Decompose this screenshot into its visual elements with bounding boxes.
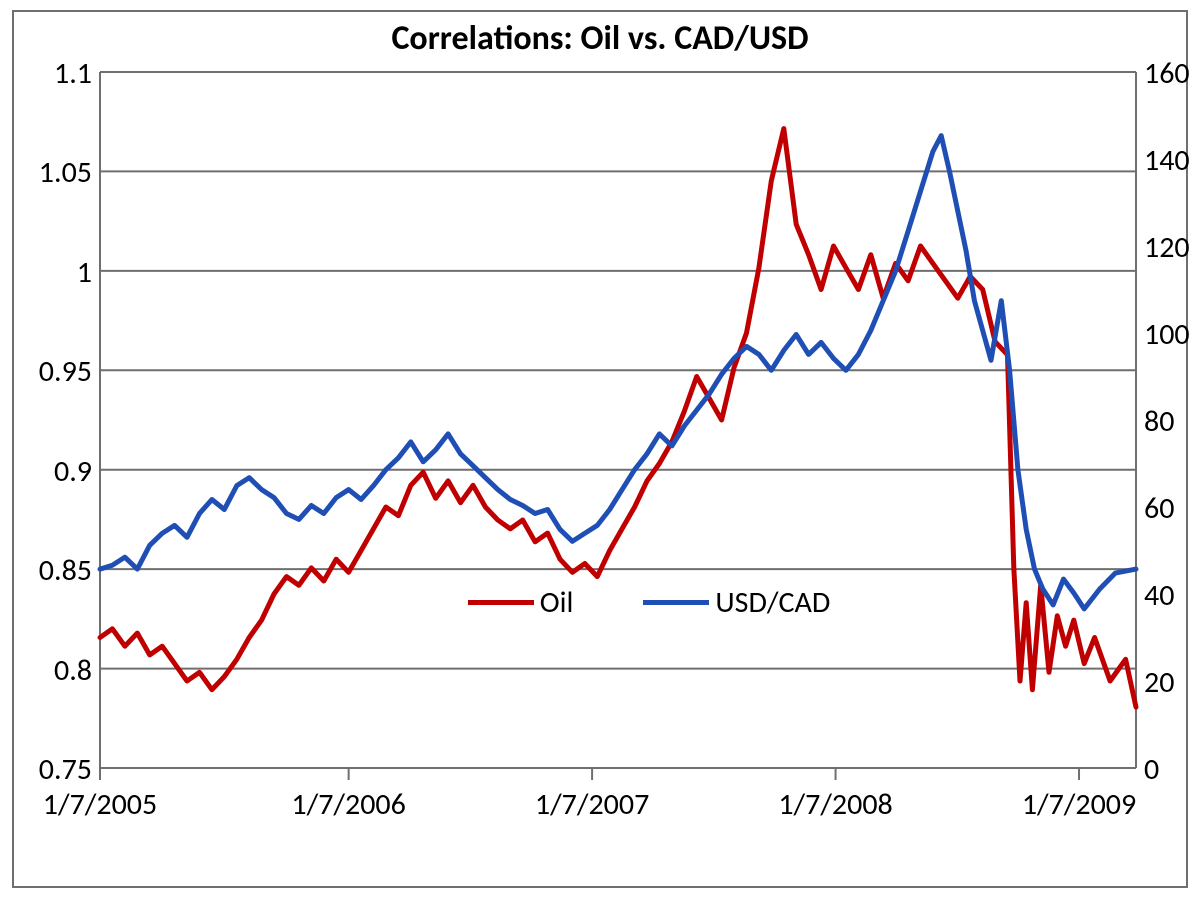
y-right-tick-label: 20	[1144, 664, 1174, 701]
y-left-tick-label: 1	[77, 254, 92, 291]
x-tick-label: 1/7/2006	[269, 786, 429, 823]
y-left-tick-label: 1.1	[54, 55, 92, 92]
y-right-tick-label: 160	[1144, 55, 1190, 92]
x-tick-label: 1/7/2009	[999, 786, 1159, 823]
y-left-tick-label: 0.8	[54, 652, 92, 689]
y-right-tick-label: 120	[1144, 229, 1190, 266]
y-left-tick-label: 0.75	[39, 751, 92, 788]
y-right-tick-label: 140	[1144, 142, 1190, 179]
y-left-tick-label: 0.9	[54, 453, 92, 490]
legend-item: Oil	[468, 584, 574, 621]
legend-swatch	[643, 600, 709, 605]
y-left-tick-label: 1.05	[39, 154, 92, 191]
x-tick-label: 1/7/2008	[756, 786, 916, 823]
y-right-tick-label: 60	[1144, 490, 1174, 527]
y-right-tick-label: 80	[1144, 403, 1174, 440]
legend-item: USD/CAD	[643, 584, 830, 621]
legend-label: USD/CAD	[715, 584, 830, 621]
chart-plot	[0, 0, 1200, 898]
x-tick-label: 1/7/2007	[512, 786, 672, 823]
legend-label: Oil	[540, 584, 574, 621]
legend: Oil USD/CAD	[468, 584, 831, 621]
y-right-tick-label: 40	[1144, 577, 1174, 614]
y-right-tick-label: 100	[1144, 316, 1190, 353]
legend-swatch	[468, 600, 534, 605]
y-right-tick-label: 0	[1144, 751, 1159, 788]
y-left-tick-label: 0.95	[39, 353, 92, 390]
x-tick-label: 1/7/2005	[20, 786, 180, 823]
y-left-tick-label: 0.85	[39, 552, 92, 589]
